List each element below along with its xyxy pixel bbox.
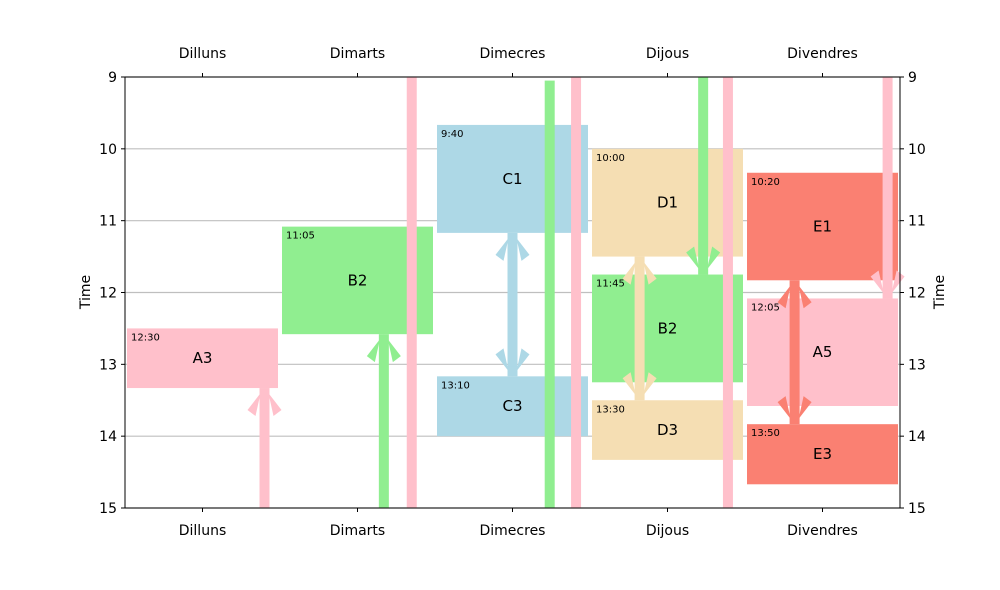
arrow-head bbox=[870, 270, 905, 299]
arrow-head bbox=[777, 396, 812, 425]
x-tick-label-top: Dijous bbox=[646, 46, 689, 62]
arrow-head bbox=[247, 388, 282, 417]
event-block bbox=[127, 328, 278, 389]
y-tick-label-right: 9 bbox=[908, 70, 917, 86]
y-tick-label-left: 10 bbox=[99, 142, 117, 158]
x-tick-label-bottom: Dilluns bbox=[179, 523, 227, 539]
event-block bbox=[592, 148, 743, 257]
arrow-head bbox=[622, 372, 657, 401]
arrow-head bbox=[622, 256, 657, 285]
x-tick-label-top: Divendres bbox=[787, 46, 858, 62]
arrow-head bbox=[686, 246, 721, 275]
event-block bbox=[747, 172, 898, 281]
arrow-head bbox=[777, 280, 812, 309]
arrow-shaft bbox=[634, 256, 645, 401]
y-tick-label-left: 12 bbox=[99, 286, 117, 302]
y-tick-label-right: 12 bbox=[908, 286, 926, 302]
arrow-shaft bbox=[722, 77, 733, 508]
event-block bbox=[437, 124, 588, 233]
event-blocks: A3 12:30 B2 11:05 C1 9:40 C3 13:10 D1 10:00 B2 11:4… bbox=[127, 124, 898, 485]
event-time: 11:05 bbox=[286, 231, 315, 242]
y-tick-label-right: 11 bbox=[908, 214, 926, 230]
event-time: 9:40 bbox=[441, 129, 463, 140]
y-tick-label-right: 15 bbox=[908, 501, 926, 517]
arrow-shaft bbox=[571, 77, 582, 508]
y-tick-label-left: 11 bbox=[99, 214, 117, 230]
event-time: 12:30 bbox=[131, 332, 160, 343]
x-tick-label-top: Dimarts bbox=[330, 46, 385, 62]
event-time: 13:10 bbox=[441, 380, 470, 391]
arrow-shaft bbox=[507, 232, 518, 377]
event-block bbox=[592, 400, 743, 460]
event-label: C3 bbox=[502, 397, 522, 415]
x-tick-label-bottom: Dimecres bbox=[480, 523, 546, 539]
event-time: 12:05 bbox=[751, 302, 780, 313]
x-tick-label-top: Dimecres bbox=[480, 46, 546, 62]
arrow-head bbox=[495, 348, 530, 377]
event-label: C1 bbox=[502, 170, 522, 188]
y-axis-label-left: Time bbox=[78, 275, 94, 310]
event-block bbox=[747, 424, 898, 485]
event-label: A3 bbox=[193, 349, 213, 367]
event-label: E3 bbox=[813, 445, 832, 463]
arrow-shaft bbox=[882, 77, 893, 299]
y-tick-label-right: 10 bbox=[908, 142, 926, 158]
event-block bbox=[592, 274, 743, 383]
event-block bbox=[747, 298, 898, 406]
x-tick-label-bottom: Divendres bbox=[787, 523, 858, 539]
event-label: E1 bbox=[813, 218, 832, 236]
y-tick-label-right: 14 bbox=[908, 429, 926, 445]
y-tick-label-left: 15 bbox=[99, 501, 117, 517]
event-block bbox=[437, 376, 588, 437]
event-time: 13:30 bbox=[596, 404, 625, 415]
x-tick-label-bottom: Dijous bbox=[646, 523, 689, 539]
y-tick-label-left: 14 bbox=[99, 429, 117, 445]
event-label: D3 bbox=[657, 421, 678, 439]
arrow-shaft bbox=[698, 77, 709, 275]
arrow-shaft bbox=[378, 334, 389, 508]
event-label: B2 bbox=[658, 319, 678, 337]
arrows bbox=[247, 77, 905, 508]
x-tick-label-top: Dilluns bbox=[179, 46, 227, 62]
event-time: 10:20 bbox=[751, 177, 780, 188]
event-label: B2 bbox=[348, 271, 368, 289]
event-label: A5 bbox=[813, 343, 833, 361]
y-tick-label-left: 13 bbox=[99, 357, 117, 373]
arrow-shaft bbox=[406, 77, 417, 508]
event-time: 11:45 bbox=[596, 279, 625, 290]
event-time: 13:50 bbox=[751, 428, 780, 439]
event-time: 10:00 bbox=[596, 153, 625, 164]
x-tick-label-bottom: Dimarts bbox=[330, 523, 385, 539]
ticks: 9 9 10 10 11 11 12 12 13 13 14 14 15 15 Dilluns Dilluns… bbox=[99, 46, 926, 539]
y-tick-label-right: 13 bbox=[908, 357, 926, 373]
arrow-head bbox=[495, 232, 530, 261]
y-axis-label-right: Time bbox=[932, 275, 948, 310]
arrow-shaft bbox=[789, 280, 800, 425]
event-label: D1 bbox=[657, 194, 678, 212]
arrow-shaft bbox=[544, 80, 555, 508]
y-tick-label-left: 9 bbox=[108, 70, 117, 86]
arrow-shaft bbox=[259, 388, 270, 508]
arrow-head bbox=[366, 334, 401, 363]
